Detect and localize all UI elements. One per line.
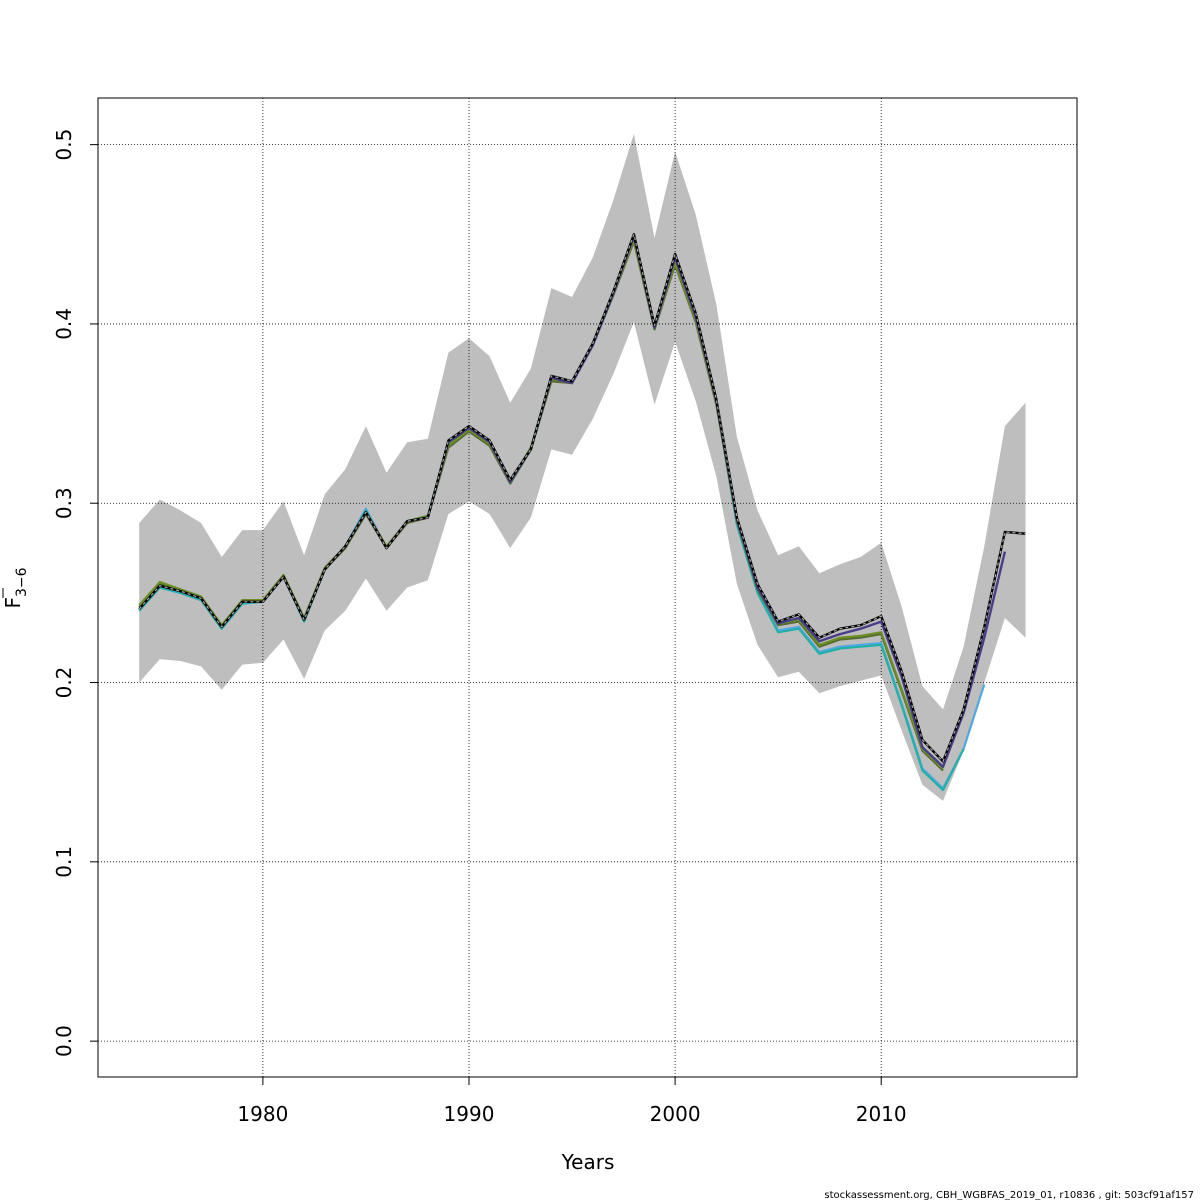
y-axis-title-main: F (1, 597, 25, 609)
svg-text:F3−6: F3−6 (1, 567, 30, 608)
x-axis-title: Years (561, 1150, 615, 1174)
y-tick-label: 0.2 (52, 667, 76, 699)
y-tick-label: 0.3 (52, 487, 76, 519)
y-axis-title: F3−6 (1, 567, 30, 608)
y-axis-title-subscript: 3−6 (14, 567, 30, 597)
series-layer (138, 233, 1026, 792)
series-line-7 (138, 233, 1026, 762)
x-tick-label: 1990 (444, 1102, 495, 1126)
y-tick-label: 0.0 (52, 1025, 76, 1057)
footer-text: stockassessment.org, CBH_WGBFAS_2019_01,… (824, 1190, 1194, 1200)
x-axis: 1980 1990 2000 2010 (237, 1077, 907, 1126)
grid-layer (98, 98, 1077, 1077)
plot-frame (97, 97, 1078, 1078)
y-tick-label: 0.5 (52, 129, 76, 161)
x-tick-label: 2000 (650, 1102, 701, 1126)
x-tick-label: 2010 (856, 1102, 907, 1126)
x-tick-label: 1980 (237, 1102, 288, 1126)
y-axis: 0.0 0.1 0.2 0.3 0.4 0.5 (52, 129, 98, 1057)
y-tick-label: 0.1 (52, 846, 76, 878)
y-tick-label: 0.4 (52, 308, 76, 340)
